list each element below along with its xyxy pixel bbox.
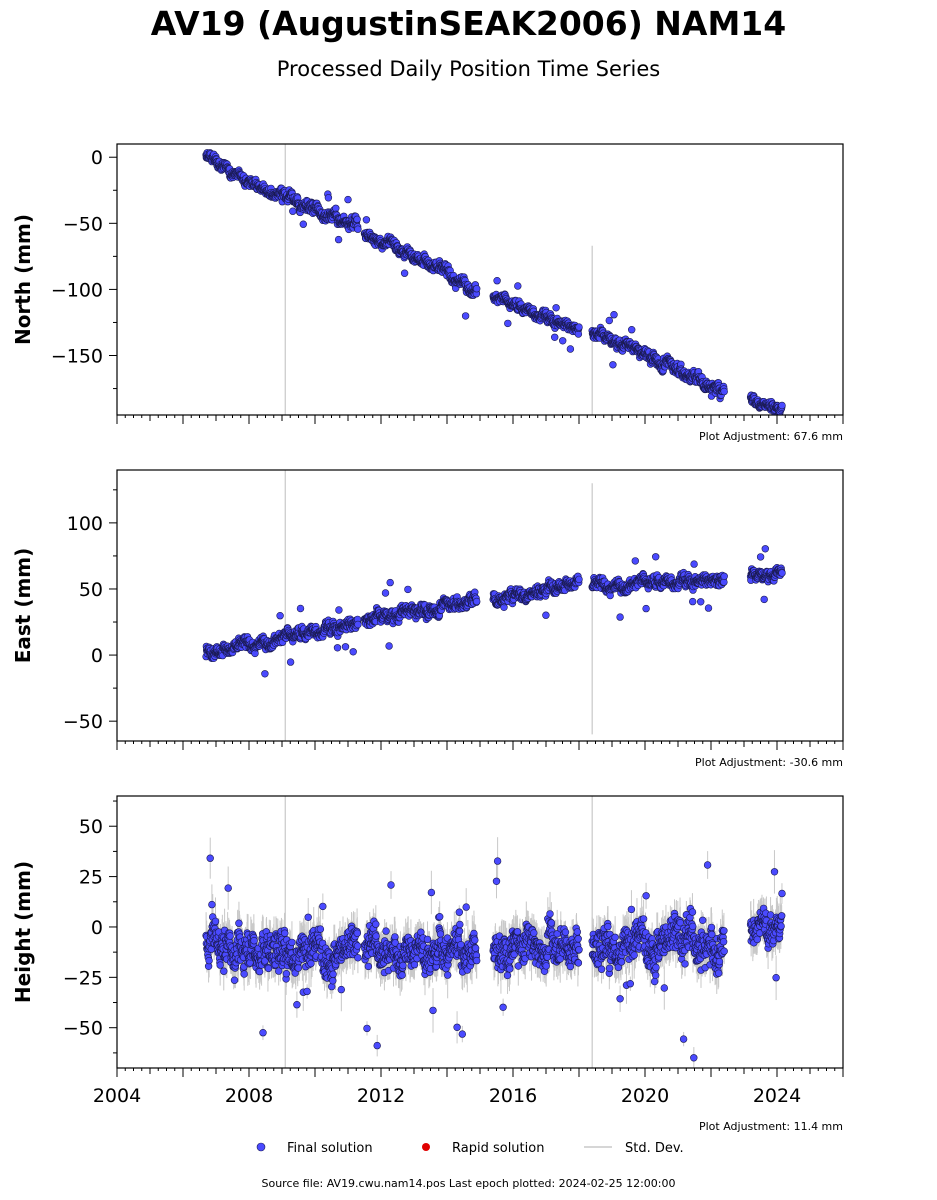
chart-title: AV19 (AugustinSEAK2006) NAM14 xyxy=(150,4,787,43)
data-point xyxy=(341,643,350,651)
data-point xyxy=(720,572,728,580)
data-point xyxy=(778,569,786,577)
x-axis-ticks xyxy=(116,415,844,424)
data-point xyxy=(299,220,307,228)
data-point xyxy=(696,598,705,606)
plot-adjustment: Plot Adjustment: -30.6 mm xyxy=(695,756,843,769)
plot-area-height xyxy=(202,796,786,1068)
data-point xyxy=(514,282,522,290)
data-point xyxy=(542,611,550,619)
data-point xyxy=(400,269,409,277)
y-tick-label: 0 xyxy=(91,147,103,169)
data-point xyxy=(690,560,698,568)
data-point xyxy=(261,670,269,678)
axes-frame xyxy=(116,143,844,416)
data-points xyxy=(202,149,786,415)
plot-area-north xyxy=(202,144,786,415)
data-point xyxy=(575,323,583,331)
data-point xyxy=(353,215,361,224)
y-axis-ticks xyxy=(109,156,117,390)
data-point xyxy=(575,575,583,584)
data-point xyxy=(558,337,567,345)
plot-area-east xyxy=(202,470,786,741)
data-point xyxy=(286,658,295,666)
y-tick-label: 0 xyxy=(91,645,103,667)
y-tick-label: 100 xyxy=(67,513,103,535)
data-point xyxy=(627,326,636,334)
data-point xyxy=(756,553,765,561)
y-tick-label: −150 xyxy=(51,346,103,368)
y-axis-label: East (mm) xyxy=(11,548,35,664)
data-point xyxy=(296,604,305,613)
data-point xyxy=(473,285,481,293)
data-point xyxy=(504,319,512,328)
y-tick-label: −50 xyxy=(63,213,103,235)
data-point xyxy=(354,620,362,629)
data-point xyxy=(473,597,481,606)
data-point xyxy=(760,595,768,604)
data-point xyxy=(386,578,394,587)
plot-adjustment: Plot Adjustment: 67.6 mm xyxy=(699,430,843,443)
panel-east: 100 50 0 −50 East (mm) Plot Adjustment: -30.6… xyxy=(11,469,844,769)
data-point xyxy=(404,585,412,594)
data-point xyxy=(761,545,769,553)
data-point xyxy=(631,557,639,565)
y-axis-label: North (mm) xyxy=(11,214,35,345)
data-point xyxy=(362,216,371,224)
data-point xyxy=(333,644,342,652)
x-axis-ticks xyxy=(116,741,844,750)
data-point xyxy=(334,235,343,244)
data-point xyxy=(354,225,362,233)
y-axis-ticks xyxy=(109,489,117,722)
data-point xyxy=(381,589,390,597)
data-point xyxy=(704,604,713,612)
data-point xyxy=(289,207,297,215)
data-point xyxy=(276,611,284,620)
data-point xyxy=(461,312,470,320)
panel-north: 0 −50 −100 −150 North (mm) Plot Adjustment: 6… xyxy=(11,143,844,443)
data-point xyxy=(616,613,624,621)
data-point xyxy=(688,597,697,606)
data-point xyxy=(335,606,343,614)
data-point xyxy=(550,333,559,341)
data-point xyxy=(720,387,728,396)
data-point xyxy=(324,194,333,202)
y-tick-label: −100 xyxy=(51,279,103,301)
data-point xyxy=(552,304,560,312)
data-point xyxy=(778,401,786,410)
data-point xyxy=(493,277,501,285)
chart-subtitle: Processed Daily Position Time Series xyxy=(276,57,661,81)
data-point xyxy=(610,311,618,319)
panel-height: 2004 2008 2012 2016 2020 202450250−25−50Heigh… xyxy=(11,795,844,1133)
axes-frame xyxy=(116,469,844,742)
data-points xyxy=(202,545,786,678)
data-point xyxy=(642,604,650,613)
data-point xyxy=(651,553,660,561)
data-point xyxy=(349,648,357,656)
data-point xyxy=(344,195,352,204)
data-point xyxy=(566,345,575,353)
data-point xyxy=(385,642,393,650)
y-tick-label: −50 xyxy=(63,711,103,733)
data-point xyxy=(609,361,617,369)
y-tick-label: 50 xyxy=(79,579,103,601)
data-point xyxy=(605,316,613,325)
